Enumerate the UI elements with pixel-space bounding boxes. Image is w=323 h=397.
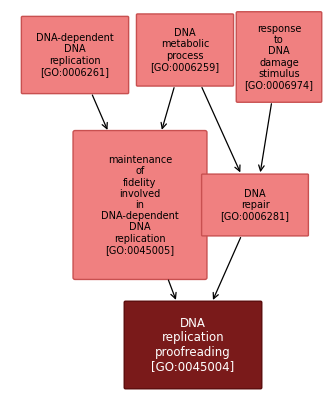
FancyBboxPatch shape [21, 16, 129, 94]
Text: maintenance
of
fidelity
involved
in
DNA-dependent
DNA
replication
[GO:0045005]: maintenance of fidelity involved in DNA-… [101, 155, 179, 255]
Text: DNA-dependent
DNA
replication
[GO:0006261]: DNA-dependent DNA replication [GO:000626… [36, 33, 114, 77]
Text: DNA
metabolic
process
[GO:0006259]: DNA metabolic process [GO:0006259] [151, 28, 220, 72]
FancyBboxPatch shape [73, 131, 207, 279]
FancyBboxPatch shape [124, 301, 262, 389]
FancyBboxPatch shape [136, 14, 234, 86]
FancyBboxPatch shape [202, 174, 308, 236]
Text: DNA
replication
proofreading
[GO:0045004]: DNA replication proofreading [GO:0045004… [151, 317, 234, 373]
Text: response
to
DNA
damage
stimulus
[GO:0006974]: response to DNA damage stimulus [GO:0006… [245, 24, 314, 90]
FancyBboxPatch shape [236, 12, 322, 102]
Text: DNA
repair
[GO:0006281]: DNA repair [GO:0006281] [221, 189, 289, 221]
